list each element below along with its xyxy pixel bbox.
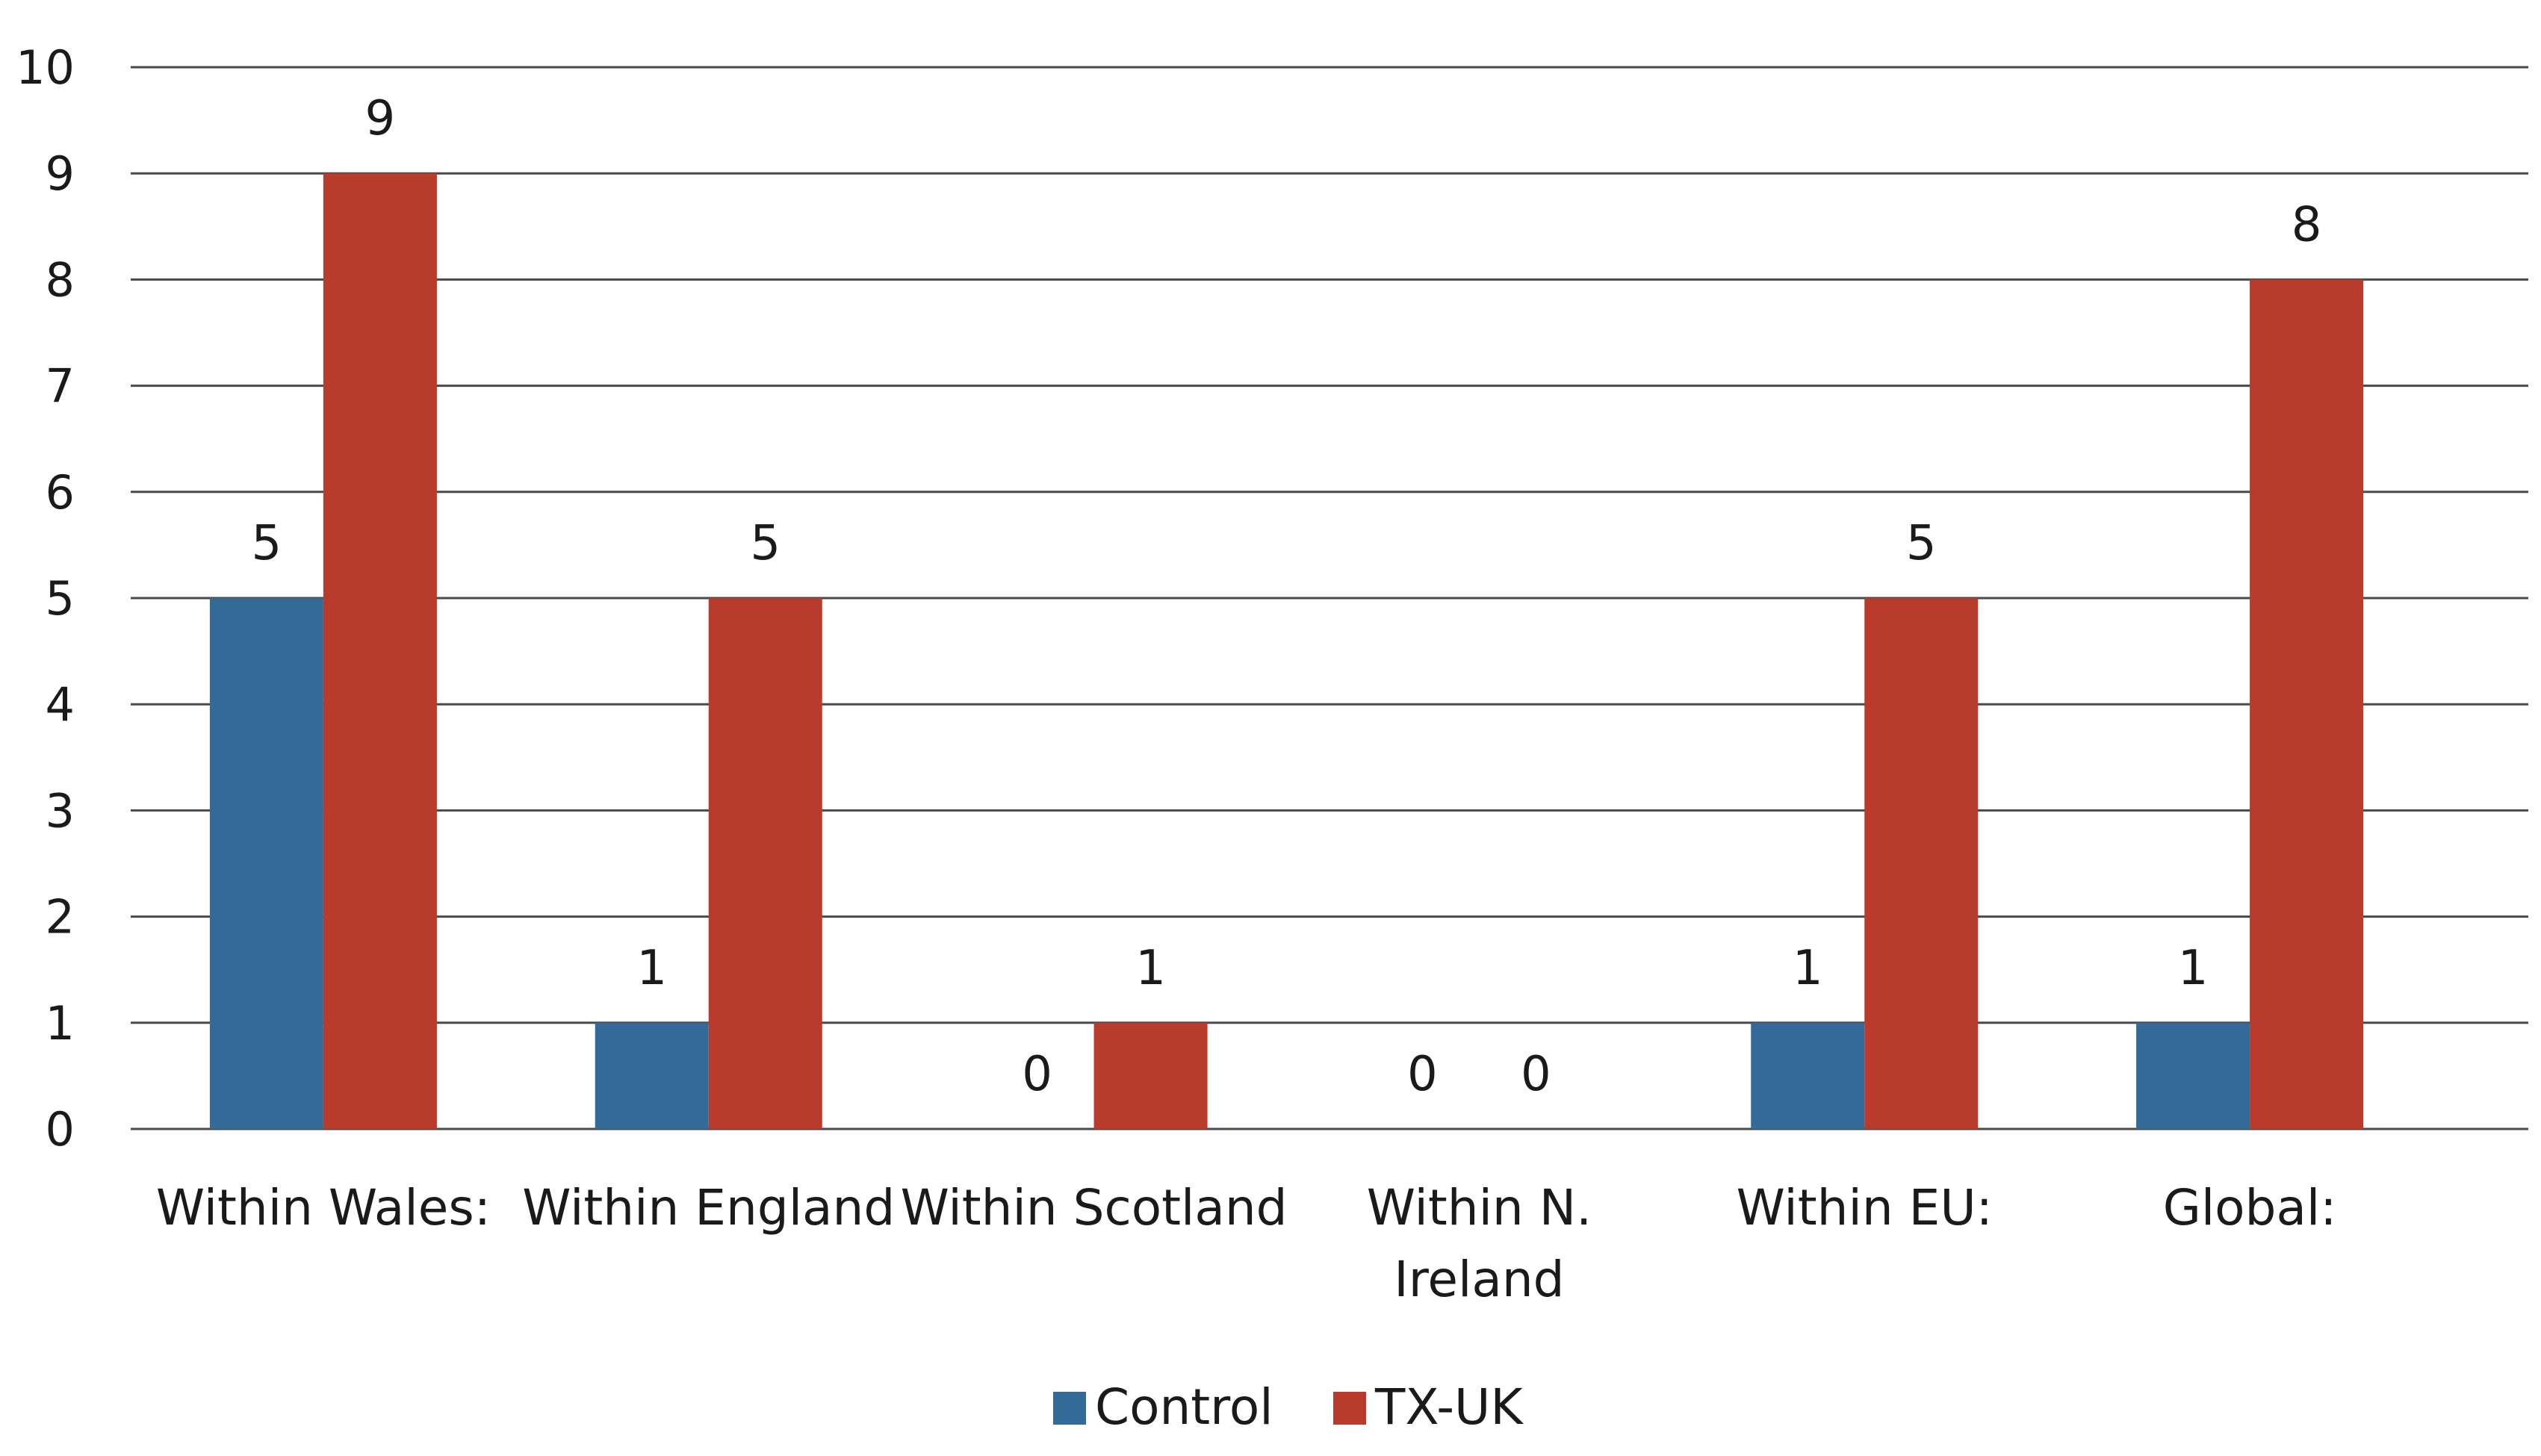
bar-tx-uk-0 bbox=[323, 173, 437, 1130]
x-category-label: Global: bbox=[2163, 1179, 2337, 1236]
x-category-label: Within Scotland bbox=[901, 1179, 1288, 1236]
y-tick-label: 7 bbox=[46, 359, 75, 414]
legend-label: Control bbox=[1095, 1378, 1273, 1436]
x-axis-category-labels: Within Wales: Within England Within Scotla… bbox=[156, 1179, 2337, 1308]
y-tick-label: 2 bbox=[46, 890, 75, 945]
y-tick-label: 10 bbox=[16, 40, 75, 95]
bar-tx-uk-1 bbox=[708, 598, 822, 1129]
legend: Control TX-UK bbox=[1053, 1378, 1524, 1436]
x-category-label: Within England bbox=[522, 1179, 895, 1236]
bar-control-4 bbox=[1751, 1022, 1865, 1129]
legend-swatch-control bbox=[1053, 1392, 1086, 1425]
data-label: 1 bbox=[1135, 941, 1166, 996]
y-axis-tick-labels: 0 1 2 3 4 5 6 7 8 9 10 bbox=[16, 40, 75, 1157]
bar-tx-uk-4 bbox=[1864, 598, 1979, 1129]
legend-swatch-tx-uk bbox=[1333, 1392, 1366, 1425]
y-tick-label: 8 bbox=[46, 252, 75, 307]
bars bbox=[209, 173, 2364, 1130]
data-labels: 5 9 1 5 0 1 0 0 1 5 1 8 bbox=[252, 91, 2322, 1102]
data-label: 5 bbox=[750, 516, 781, 571]
data-label: 0 bbox=[1022, 1047, 1052, 1102]
x-category-label: Within Wales: bbox=[156, 1179, 491, 1236]
y-tick-label: 9 bbox=[46, 146, 75, 201]
x-category-label: Within N. bbox=[1367, 1179, 1592, 1236]
data-label: 1 bbox=[1793, 941, 1823, 996]
bar-control-1 bbox=[595, 1022, 709, 1129]
y-tick-label: 3 bbox=[46, 783, 75, 838]
data-label: 1 bbox=[2178, 941, 2209, 996]
data-label: 8 bbox=[2292, 197, 2322, 252]
y-tick-label: 0 bbox=[46, 1102, 75, 1157]
data-label: 1 bbox=[636, 941, 667, 996]
bar-control-5 bbox=[2136, 1022, 2250, 1129]
bar-tx-uk-5 bbox=[2250, 279, 2364, 1129]
y-tick-label: 5 bbox=[46, 571, 75, 626]
gridlines bbox=[131, 66, 2528, 1130]
bar-control-0 bbox=[209, 598, 323, 1129]
x-category-label: Ireland bbox=[1394, 1251, 1564, 1308]
data-label: 0 bbox=[1521, 1047, 1551, 1102]
x-category-label: Within EU: bbox=[1737, 1179, 1993, 1236]
data-label: 5 bbox=[252, 516, 282, 571]
y-tick-label: 6 bbox=[46, 465, 75, 520]
data-label: 9 bbox=[365, 91, 396, 146]
legend-label: TX-UK bbox=[1374, 1378, 1524, 1436]
data-label: 0 bbox=[1407, 1047, 1438, 1102]
y-tick-label: 4 bbox=[46, 677, 75, 732]
data-label: 5 bbox=[1906, 516, 1937, 571]
bar-tx-uk-2 bbox=[1093, 1022, 1208, 1129]
y-tick-label: 1 bbox=[46, 996, 75, 1051]
